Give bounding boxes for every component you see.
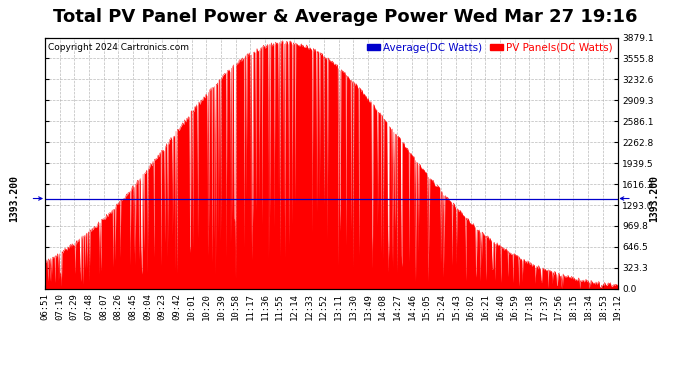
Text: Copyright 2024 Cartronics.com: Copyright 2024 Cartronics.com <box>48 42 188 51</box>
Text: 1393.200: 1393.200 <box>649 175 659 222</box>
Legend: Average(DC Watts), PV Panels(DC Watts): Average(DC Watts), PV Panels(DC Watts) <box>367 43 612 53</box>
Text: 1393.200: 1393.200 <box>9 175 19 222</box>
Text: Total PV Panel Power & Average Power Wed Mar 27 19:16: Total PV Panel Power & Average Power Wed… <box>52 8 638 26</box>
